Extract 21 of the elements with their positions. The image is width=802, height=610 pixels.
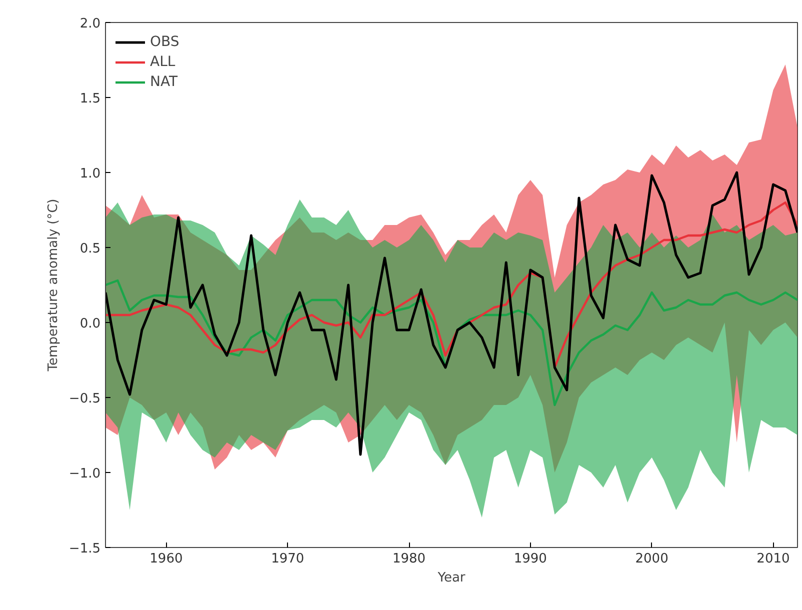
x-tick-label: 1990 (514, 552, 547, 566)
x-tick-label: 1960 (150, 552, 183, 566)
y-tick-label: −0.5 (68, 392, 101, 406)
y-tick-label: 1.0 (80, 166, 101, 182)
legend-label: ALL (150, 54, 176, 70)
x-axis-title: Year (436, 570, 466, 586)
y-tick-label: 0.0 (80, 316, 101, 332)
y-tick-label: 0.5 (80, 242, 101, 256)
line-series (106, 201, 798, 369)
y-axis-title: Temperature anomaly (°C) (46, 198, 61, 372)
x-tick-label: 2000 (635, 552, 668, 566)
y-tick-label: 1.5 (80, 92, 101, 106)
legend-label: OBS (150, 34, 180, 50)
y-tick-label: −1.5 (68, 542, 101, 556)
x-tick-label: 2010 (756, 552, 790, 566)
y-tick-label: 2.0 (80, 16, 101, 32)
y-tick-label: −1.0 (68, 466, 101, 482)
line-series (106, 279, 798, 406)
legend-label: NAT (150, 74, 178, 90)
x-tick-label: 1970 (271, 552, 304, 566)
x-tick-label: 1980 (392, 552, 426, 566)
